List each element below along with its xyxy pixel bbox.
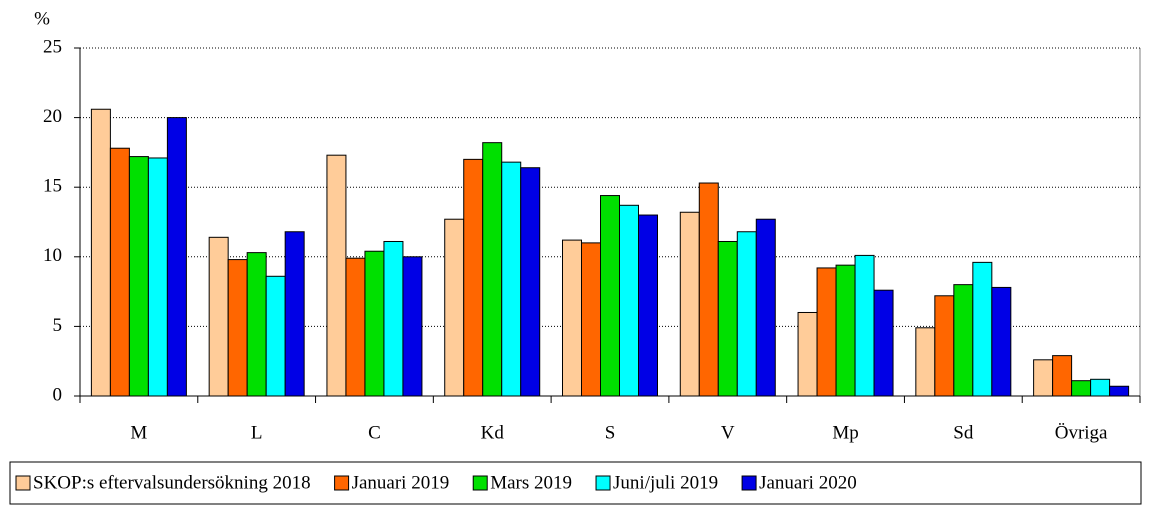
x-tick-label: S [605, 422, 616, 443]
y-tick-label: 25 [43, 36, 62, 57]
bar [128, 156, 149, 397]
legend-swatch [741, 475, 757, 491]
legend-label: Januari 2019 [352, 472, 450, 493]
bar [562, 239, 582, 397]
bar [797, 311, 818, 397]
x-tick-label: M [130, 422, 147, 443]
bar [755, 218, 776, 397]
bar [1052, 355, 1073, 397]
bar [619, 204, 639, 397]
bar [482, 142, 503, 397]
bar [383, 240, 404, 397]
bar [854, 254, 875, 397]
bar [166, 117, 187, 397]
bar [284, 231, 305, 397]
legend-label: Juni/juli 2019 [613, 472, 718, 493]
bar [934, 295, 955, 397]
legend-box [9, 461, 1142, 505]
bar [736, 231, 757, 397]
bar [953, 284, 974, 397]
bar [991, 286, 1012, 397]
bar [109, 147, 130, 397]
x-tick-label: Kd [481, 422, 505, 443]
bar [972, 261, 993, 397]
x-tick-label: L [251, 422, 263, 443]
x-tick-label: Övriga [1055, 422, 1108, 443]
bar [345, 257, 366, 397]
x-tick-label: C [368, 422, 381, 443]
bar [463, 158, 484, 397]
bar [1090, 378, 1111, 397]
bar [600, 195, 620, 397]
bar [90, 108, 111, 397]
legend-swatch [15, 475, 31, 491]
bar [520, 167, 541, 397]
legend-swatch [595, 475, 611, 491]
bar [873, 289, 894, 397]
bar [227, 259, 248, 397]
y-tick-label: 20 [43, 106, 62, 127]
bar [1109, 385, 1130, 397]
bar [1071, 380, 1092, 397]
bar [835, 264, 856, 397]
y-tick-label: 5 [53, 315, 63, 336]
y-tick-label: 0 [53, 384, 63, 405]
bar [208, 236, 229, 397]
legend-label: Mars 2019 [490, 472, 572, 493]
bar [581, 242, 601, 397]
bar [1033, 359, 1054, 397]
bar [638, 214, 658, 397]
legend-swatch [334, 475, 350, 491]
bar [698, 182, 719, 397]
y-tick-label: 10 [43, 245, 62, 266]
bar [679, 211, 700, 397]
bar [402, 256, 423, 397]
y-tick-label: 15 [43, 176, 62, 197]
bar [326, 154, 347, 397]
bar [147, 157, 168, 397]
x-tick-label: V [721, 422, 735, 443]
legend-label: Januari 2020 [759, 472, 857, 493]
x-tick-label: Mp [832, 422, 858, 443]
bar [246, 252, 267, 397]
bar [816, 267, 837, 397]
bar [265, 275, 286, 397]
bar [915, 327, 936, 397]
bar [717, 240, 738, 397]
y-axis-label: % [34, 8, 50, 29]
legend-swatch [472, 475, 488, 491]
x-tick-label: Sd [953, 422, 974, 443]
bar [444, 218, 465, 397]
legend-label: SKOP:s eftervalsundersökning 2018 [33, 472, 311, 493]
bar [364, 250, 385, 397]
bar [501, 161, 522, 397]
